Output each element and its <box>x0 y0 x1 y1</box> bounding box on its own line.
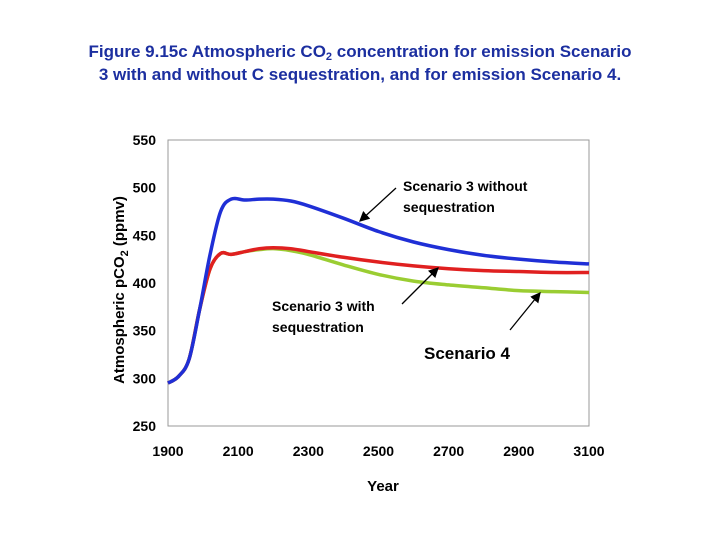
annotation-scenario3-without-line1: Scenario 3 without <box>403 178 528 194</box>
annotation-scenario3-with-line1: Scenario 3 with <box>272 298 375 314</box>
title-line-1-text: Figure 9.15c Atmospheric CO <box>88 42 326 61</box>
series-line-0 <box>167 196 590 385</box>
title-line-1-rest: concentration for emission Scenario <box>332 42 632 61</box>
plot-frame <box>167 139 590 427</box>
series-layer <box>167 196 590 385</box>
arrow-scenario4 <box>509 291 541 331</box>
x-tick-label: 1900 <box>152 443 183 459</box>
y-tick-label: 400 <box>133 275 157 291</box>
arrow-scenario3-with <box>401 267 439 305</box>
y-tick-label: 350 <box>133 323 157 339</box>
y-axis-title: Atmospheric pCO2 (ppmv) <box>111 196 131 384</box>
y-tick-label: 250 <box>133 418 157 434</box>
arrow-scenario3-without <box>359 187 397 222</box>
page-title: Figure 9.15c Atmospheric CO2 concentrati… <box>0 40 720 86</box>
title-line-2: 3 with and without C sequestration, and … <box>98 65 622 84</box>
annotation-scenario3-with-line2: sequestration <box>272 319 364 335</box>
x-tick-label: 2900 <box>503 443 534 459</box>
tick-layer: 1900 2100 2300 2500 2700 2900 3100 250 300 350 400… <box>133 132 605 459</box>
y-tick-label: 500 <box>133 180 157 196</box>
y-axis-title-subscript: 2 <box>119 250 131 256</box>
y-tick-label: 450 <box>133 227 157 243</box>
y-axis-title-main: Atmospheric pCO <box>111 256 128 384</box>
y-tick-label: 300 <box>133 370 157 386</box>
x-tick-label: 3100 <box>573 443 604 459</box>
y-tick-label: 550 <box>133 132 157 148</box>
x-tick-label: 2100 <box>223 443 254 459</box>
x-tick-label: 2300 <box>293 443 324 459</box>
x-tick-label: 2700 <box>433 443 464 459</box>
y-axis-title-unit: (ppmv) <box>111 196 128 250</box>
x-tick-label: 2500 <box>363 443 394 459</box>
annotation-scenario3-without-line2: sequestration <box>403 199 495 215</box>
title-subscript: 2 <box>325 51 333 63</box>
x-axis-title: Year <box>367 478 399 495</box>
title-line-1: Figure 9.15c Atmospheric CO2 concentrati… <box>0 40 720 63</box>
annotation-scenario4: Scenario 4 <box>424 344 511 363</box>
